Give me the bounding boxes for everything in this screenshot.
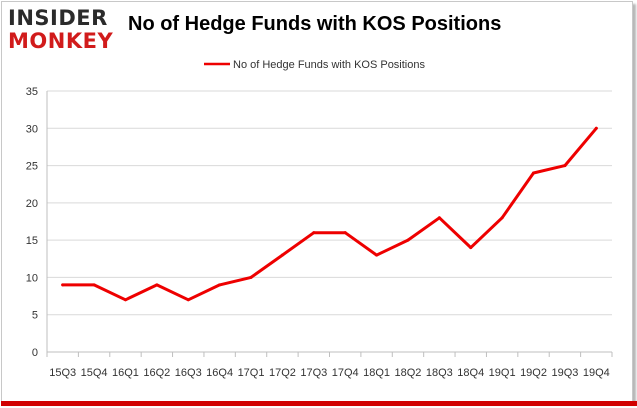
x-tick-label: 17Q2 <box>269 367 296 379</box>
x-tick-label: 16Q4 <box>206 367 233 379</box>
y-tick-label: 0 <box>32 347 38 359</box>
x-tick-label: 17Q3 <box>300 367 327 379</box>
y-tick-label: 10 <box>26 272 38 284</box>
data-point <box>343 231 347 235</box>
x-tick-labels: 15Q3 15Q4 16Q1 16Q2 16Q3 16Q4 17Q1 17Q2 17Q3 17Q4… <box>49 367 610 379</box>
axes <box>46 91 613 357</box>
x-tick-label: 16Q1 <box>112 367 139 379</box>
bottom-accent-bar <box>1 401 637 406</box>
data-point <box>563 164 567 168</box>
x-tick-label: 18Q1 <box>363 367 390 379</box>
y-tick-labels: 0 5 10 15 20 25 30 35 <box>26 86 38 359</box>
x-tick-label: 15Q4 <box>81 367 108 379</box>
x-tick-label: 16Q2 <box>143 367 170 379</box>
y-tick-label: 5 <box>32 310 38 322</box>
series-lines <box>61 126 598 302</box>
gridlines <box>47 90 612 316</box>
x-tick-label: 18Q4 <box>457 367 484 379</box>
data-point <box>218 283 222 287</box>
data-point <box>532 171 536 175</box>
y-tick-label: 35 <box>26 86 38 98</box>
data-point <box>61 283 65 287</box>
data-point <box>594 126 598 130</box>
data-point <box>375 253 379 257</box>
x-tick-label: 18Q2 <box>395 367 422 379</box>
chart-frame <box>1 1 633 402</box>
data-point <box>280 253 284 257</box>
data-point <box>92 283 96 287</box>
y-tick-label: 25 <box>26 161 38 173</box>
x-tick-label: 15Q3 <box>49 367 76 379</box>
x-tick-label: 18Q3 <box>426 367 453 379</box>
x-tick-label: 19Q3 <box>551 367 578 379</box>
x-tick-label: 17Q4 <box>332 367 359 379</box>
data-point <box>155 283 159 287</box>
data-point <box>249 275 253 279</box>
data-point <box>186 298 190 302</box>
logo-top-text: INSIDER <box>8 6 108 30</box>
data-point <box>500 216 504 220</box>
legend-label: No of Hedge Funds with KOS Positions <box>233 59 425 71</box>
y-tick-label: 20 <box>26 198 38 210</box>
chart-title: No of Hedge Funds with KOS Positions <box>128 13 502 35</box>
x-tick-label: 19Q4 <box>583 367 610 379</box>
y-tick-label: 15 <box>26 235 38 247</box>
data-point <box>406 238 410 242</box>
logo-bottom-text: MONKEY <box>8 29 114 53</box>
x-tick-label: 19Q2 <box>520 367 547 379</box>
data-point <box>437 216 441 220</box>
insider-monkey-logo: INSIDER MONKEY <box>8 6 118 56</box>
legend: No of Hedge Funds with KOS Positions <box>204 59 425 71</box>
x-tick-label: 17Q1 <box>238 367 265 379</box>
x-tick-label: 19Q1 <box>489 367 516 379</box>
data-point <box>469 246 473 250</box>
y-tick-label: 30 <box>26 123 38 135</box>
data-point <box>123 298 127 302</box>
series-line <box>61 126 598 302</box>
x-tick-label: 16Q3 <box>175 367 202 379</box>
data-point <box>312 231 316 235</box>
